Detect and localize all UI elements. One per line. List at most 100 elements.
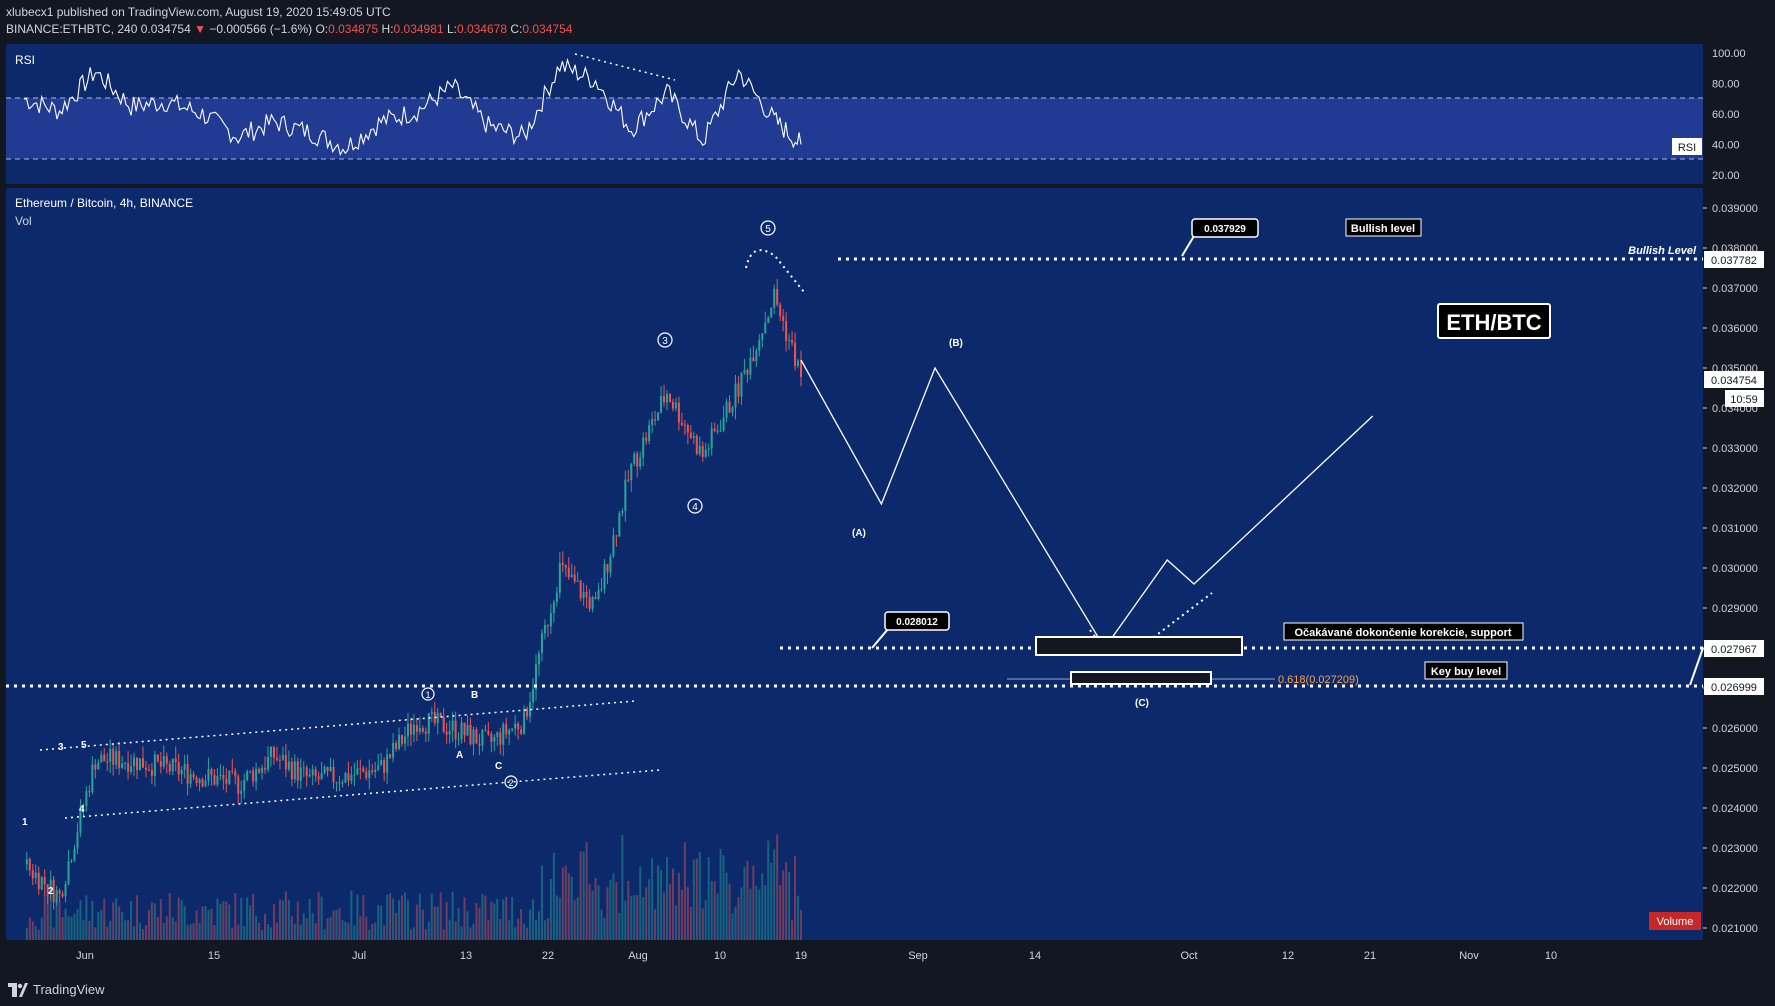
- candle-body-66: [222, 774, 225, 779]
- candle-body-181: [564, 564, 567, 568]
- volume-bar-130: [412, 927, 415, 940]
- candle-body-91: [296, 761, 299, 781]
- bullish-level-box: Bullish level: [1345, 218, 1422, 237]
- candle-body-128: [406, 723, 409, 737]
- circle-wave-3: 3: [657, 332, 673, 348]
- volume-bar-219: [677, 872, 680, 940]
- candle-body-179: [558, 562, 561, 593]
- candle-body-31: [118, 751, 121, 768]
- volume-bar-93: [302, 913, 305, 940]
- candle-body-57: [195, 777, 198, 784]
- time-tick-2: Jul: [352, 950, 366, 962]
- candle-body-49: [171, 758, 174, 772]
- volume-bar-124: [395, 912, 398, 940]
- time-tick-0: Jun: [76, 950, 94, 962]
- candle-body-90: [293, 761, 296, 780]
- rsi-axis: 100.00 80.00 60.00 40.00 20.00: [1712, 48, 1746, 182]
- volume-bar-232: [716, 893, 719, 940]
- candle-body-184: [573, 574, 576, 582]
- candle-body-99: [320, 773, 323, 780]
- close-label: C:: [510, 22, 523, 36]
- candle-body-68: [228, 770, 231, 784]
- rsi-band: [6, 98, 1703, 159]
- volume-bar-209: [648, 879, 651, 940]
- volume-bar-14: [67, 915, 70, 940]
- chart-header: xlubecx1 published on TradingView.com, A…: [0, 0, 1775, 42]
- candle-body-249: [767, 317, 770, 323]
- volume-bar-138: [436, 906, 439, 940]
- candle-body-226: [698, 445, 701, 454]
- candle-body-254: [782, 316, 785, 321]
- volume-bar-189: [588, 883, 591, 940]
- candle-body-75: [249, 770, 252, 772]
- wave-labels: 1 2 3 4 5 1 2 3 4 5 A B C (A) (B) (C): [22, 220, 1149, 897]
- candle-body-162: [508, 729, 511, 735]
- candle-body-114: [365, 771, 368, 778]
- candle-body-216: [668, 393, 671, 402]
- volume-bar-112: [359, 916, 362, 940]
- candle-body-204: [633, 453, 636, 465]
- candle-body-87: [284, 754, 287, 770]
- candle-body-36: [133, 757, 136, 767]
- candle-body-161: [505, 724, 508, 735]
- volume-bar-192: [597, 885, 600, 940]
- price-tick-3: 0.036000: [1712, 323, 1758, 335]
- candle-body-195: [606, 564, 609, 573]
- volume-bar-153: [481, 894, 484, 940]
- candle-body-38: [138, 758, 141, 771]
- candle-body-183: [570, 574, 573, 577]
- volume-bar-46: [162, 922, 165, 940]
- volume-bar-184: [573, 900, 576, 940]
- last-price: 0.034754: [140, 22, 191, 36]
- volume-bar-205: [636, 895, 639, 940]
- volume-bar-67: [225, 901, 228, 940]
- candle-body-238: [734, 383, 737, 408]
- support-text: Očakávané dokončenie korekcie, support: [1294, 627, 1511, 639]
- candle-body-23: [94, 764, 97, 770]
- price-tick-8: 0.031000: [1712, 523, 1758, 535]
- footer: TradingView: [0, 974, 1775, 1006]
- volume-bar-140: [442, 929, 445, 940]
- candle-body-71: [237, 776, 240, 794]
- candle-body-40: [144, 767, 147, 770]
- volume-bar-245: [755, 886, 758, 940]
- volume-bar-107: [344, 921, 347, 940]
- candle-body-145: [457, 739, 460, 741]
- tradingview-logo[interactable]: TradingView: [8, 982, 105, 997]
- candle-body-2: [31, 870, 34, 879]
- candle-body-129: [409, 723, 412, 735]
- volume-bar-216: [668, 884, 671, 940]
- badge-countdown-text: 10:59: [1730, 394, 1758, 406]
- volume-bar-160: [502, 899, 505, 940]
- time-tick-1: 15: [208, 950, 220, 962]
- candle-body-141: [445, 732, 448, 735]
- candle-body-29: [112, 748, 115, 765]
- candle-body-85: [278, 759, 281, 761]
- candle-body-149: [469, 724, 472, 745]
- candle-body-220: [680, 422, 683, 425]
- volume-bar-237: [731, 913, 734, 940]
- candle-body-206: [639, 457, 642, 467]
- volume-bar-92: [299, 924, 302, 940]
- volume-bar-123: [392, 898, 395, 940]
- candle-body-176: [549, 613, 552, 627]
- candle-body-260: [800, 360, 802, 377]
- chart-canvas[interactable]: RSI 100.00 80.00 60.00 40.00 20.00 RSI Ether…: [0, 42, 1775, 974]
- volume-bar-163: [511, 896, 514, 940]
- candle-body-80: [264, 767, 267, 770]
- volume-bar-22: [91, 900, 94, 940]
- candle-body-148: [466, 724, 469, 736]
- volume-bar-158: [496, 898, 499, 940]
- circle-wave-2: 2: [504, 775, 518, 789]
- close-value: 0.034754: [522, 22, 573, 36]
- volume-bar-238: [734, 906, 737, 940]
- candle-body-225: [695, 435, 698, 454]
- tradingview-logo-icon: [8, 982, 28, 997]
- candle-body-250: [770, 307, 773, 318]
- candle-body-24: [97, 762, 100, 770]
- volume-bar-96: [311, 913, 314, 940]
- candle-body-229: [707, 448, 710, 450]
- volume-bar-89: [290, 916, 293, 940]
- candle-body-253: [779, 304, 782, 317]
- price-tick-13: 0.026000: [1712, 723, 1758, 735]
